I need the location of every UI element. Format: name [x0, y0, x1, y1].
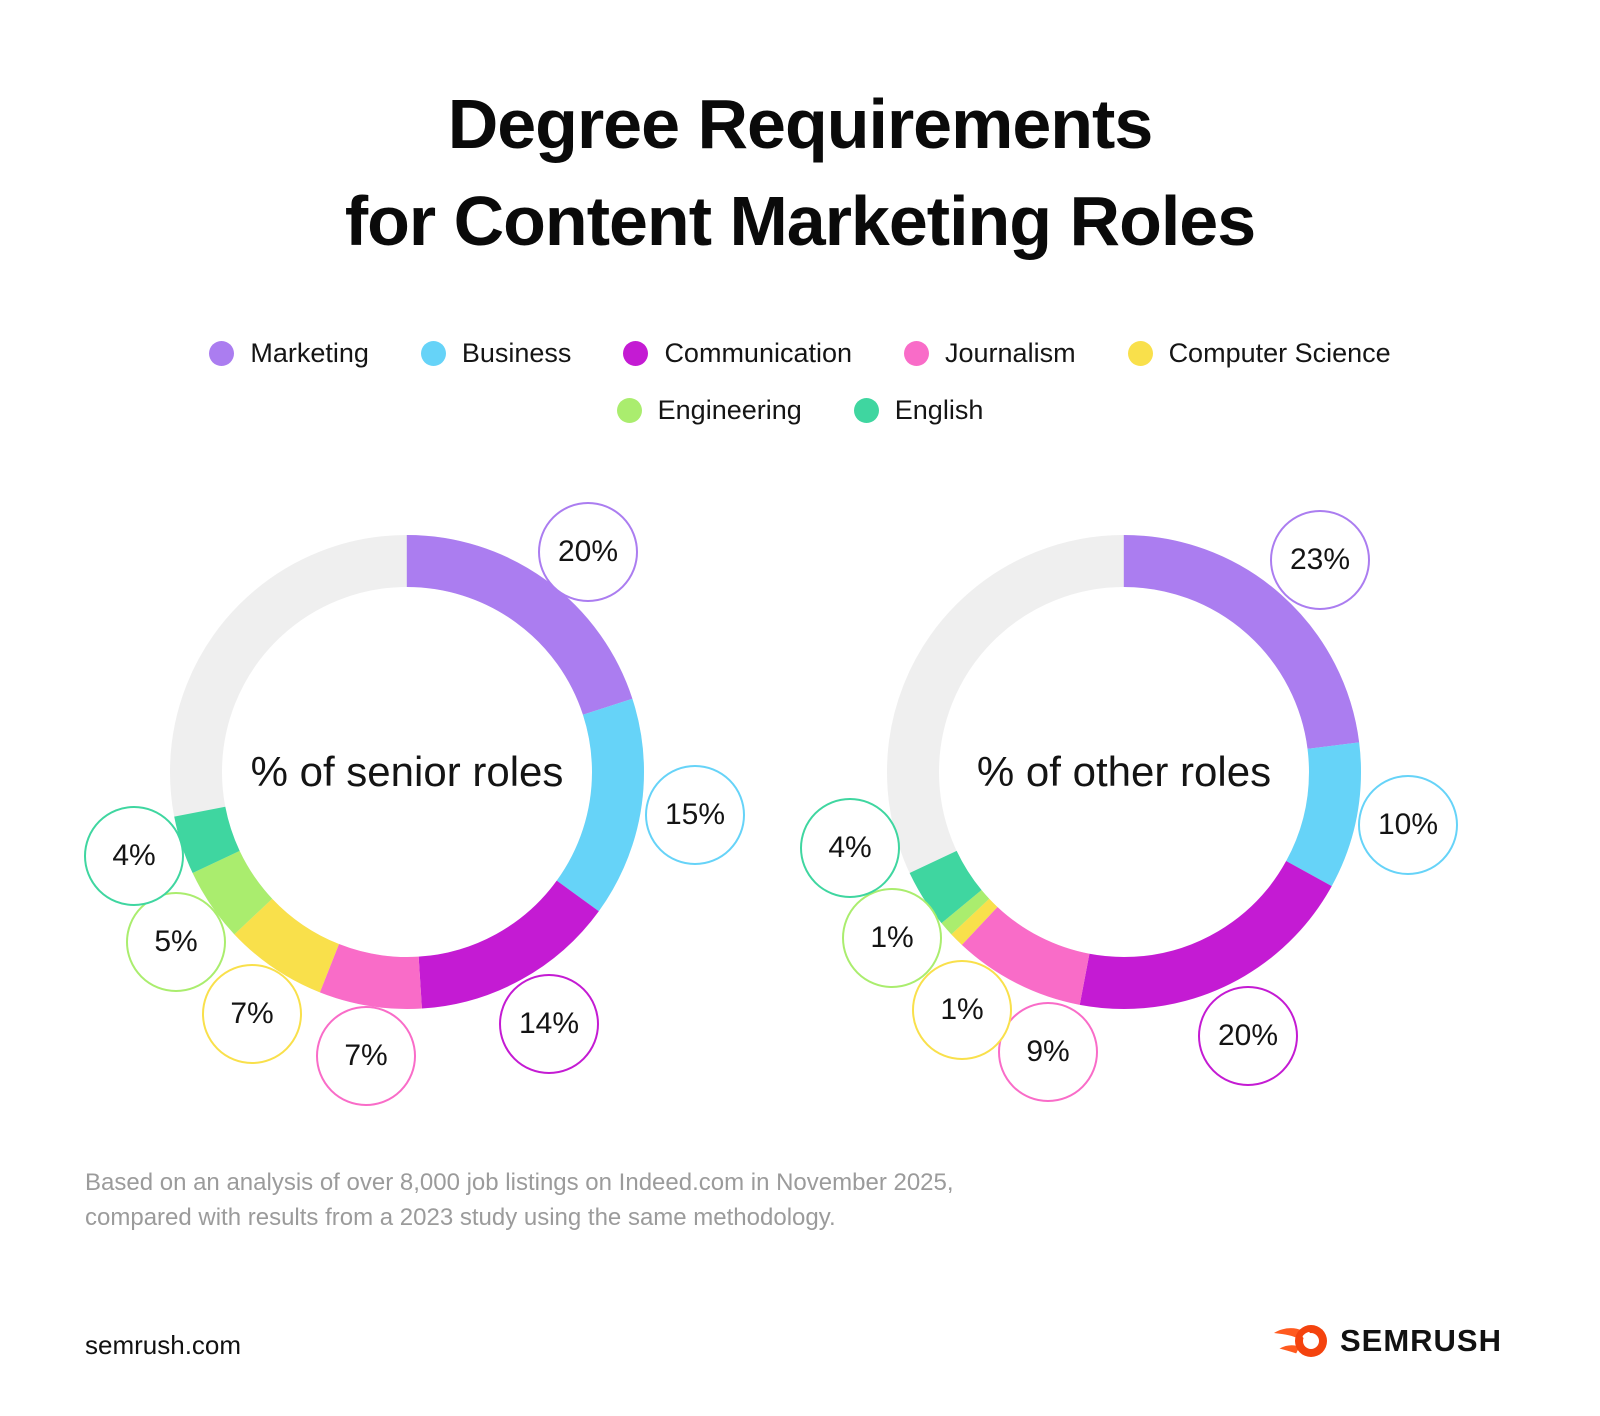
- donut-segment-marketing: [887, 535, 1361, 1009]
- legend-dot-icon: [1127, 341, 1153, 366]
- donut-segment-journalism: [170, 535, 644, 1009]
- legend-dot-icon: [904, 341, 930, 366]
- percent-badge-engineering: 5%: [126, 892, 226, 992]
- semrush-flame-icon: [1273, 1325, 1327, 1357]
- legend-item-marketing: Marketing: [209, 338, 369, 369]
- legend-item-engineering: Engineering: [616, 395, 802, 426]
- percent-badge-engineering: 1%: [842, 888, 942, 988]
- percent-badge-computer-science: 7%: [202, 964, 302, 1064]
- legend-label: English: [894, 395, 984, 425]
- percent-badge-communication: 14%: [499, 974, 599, 1074]
- brand-logo: SEMRUSH: [1273, 1322, 1502, 1360]
- legend-dot-icon: [853, 398, 879, 423]
- donut-segment-business: [887, 535, 1361, 1009]
- percent-badge-english: 4%: [84, 806, 184, 906]
- brand-name: SEMRUSH: [1339, 1323, 1502, 1358]
- donut-segment-business: [170, 535, 644, 1009]
- legend-label: Computer Science: [1168, 338, 1391, 368]
- legend-label: Journalism: [945, 338, 1076, 368]
- legend-row-1: Marketing Business Communication Journal…: [0, 338, 1600, 369]
- percent-badge-english: 4%: [800, 798, 900, 898]
- page-title-line2: for Content Marketing Roles: [344, 181, 1256, 260]
- legend-dot-icon: [209, 341, 235, 366]
- legend-item-computer-science: Computer Science: [1127, 338, 1391, 369]
- footnote-line1: Based on an analysis of over 8,000 job l…: [85, 1169, 954, 1196]
- legend-item-business: Business: [420, 338, 572, 369]
- percent-badge-journalism: 7%: [316, 1006, 416, 1106]
- site-url: semrush.com: [85, 1330, 242, 1360]
- legend-label: Communication: [664, 338, 853, 368]
- legend-row-2: Engineering English: [0, 395, 1600, 426]
- legend-dot-icon: [420, 341, 446, 366]
- donut-ring: [170, 535, 644, 1009]
- donut-segment-marketing: [170, 535, 644, 1009]
- percent-badge-business: 15%: [645, 765, 745, 865]
- legend-label: Business: [461, 338, 572, 368]
- footnote-line2: compared with results from a 2023 study …: [85, 1203, 836, 1231]
- donut-center-label: % of senior roles: [250, 748, 564, 796]
- legend-item-english: English: [853, 395, 984, 426]
- page-title: Degree Requirements for Content Marketin…: [0, 76, 1600, 269]
- legend-label: Engineering: [657, 395, 802, 425]
- donut-segment-communication: [887, 535, 1361, 1009]
- percent-badge-marketing: 23%: [1270, 510, 1370, 610]
- legend-item-journalism: Journalism: [904, 338, 1076, 369]
- legend-item-communication: Communication: [623, 338, 852, 369]
- percent-badge-journalism: 9%: [998, 1002, 1098, 1102]
- percent-badge-communication: 20%: [1198, 986, 1298, 1086]
- legend-dot-icon: [623, 341, 649, 366]
- legend: Marketing Business Communication Journal…: [0, 338, 1600, 426]
- legend-label: Marketing: [250, 338, 369, 368]
- percent-badge-marketing: 20%: [538, 502, 638, 602]
- donut-center-label: % of other roles: [976, 748, 1272, 796]
- donut-ring: [887, 535, 1361, 1009]
- page-title-line1: Degree Requirements: [447, 85, 1154, 163]
- percent-badge-computer-science: 1%: [912, 960, 1012, 1060]
- percent-badge-business: 10%: [1358, 775, 1458, 875]
- footnote: Based on an analysis of over 8,000 job l…: [85, 1166, 954, 1236]
- legend-dot-icon: [616, 398, 642, 423]
